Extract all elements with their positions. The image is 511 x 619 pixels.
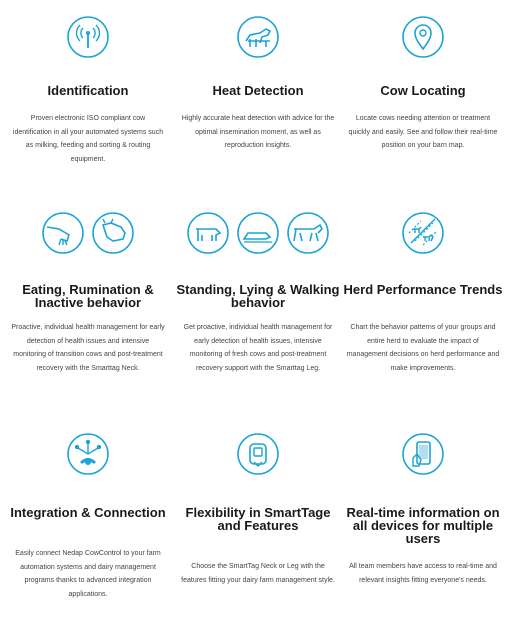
smartphone-hand-icon [401,432,445,476]
integration-network-icon [66,432,110,476]
feature-title: Real-time information on all devices for… [346,505,500,546]
feature-description: Highly accurate heat detection with advi… [181,115,335,149]
feature-title: Identification [47,83,129,98]
feature-title: Flexibility in SmartTage and Features [185,505,331,533]
smarttag-device-icon [236,432,280,476]
feature-title: Cow Locating [380,83,466,98]
feature-description: Proactive, individual health management … [11,324,165,372]
cow-eating-icon [41,211,85,255]
feature-description: Locate cows needing attention or treatme… [348,115,498,149]
feature-title: Herd Performance Trends [343,282,503,297]
cow-walking-icon [286,211,330,255]
feature-title: Standing, Lying & Walking behavior [176,282,340,310]
feature-title: Integration & Connection [10,505,166,520]
herd-trend-icon [401,211,445,255]
feature-description: Proven electronic ISO compliant cow iden… [12,115,164,163]
feature-description: Choose the SmartTag Neck or Leg with the… [181,563,335,584]
feature-title: Heat Detection [212,83,304,98]
rfid-signal-icon [66,15,110,59]
cow-standing-icon [186,211,230,255]
cows-mounting-icon [236,15,280,59]
feature-description: Chart the behavior patterns of your grou… [346,324,500,372]
location-pin-icon [401,15,445,59]
cow-ruminating-icon [91,211,135,255]
feature-description: All team members have access to real-tim… [349,563,497,584]
feature-description: Easily connect Nedap CowControl to your … [15,550,161,598]
feature-description: Get proactive, individual health managem… [183,324,333,372]
feature-title: Eating, Rumination & Inactive behavior [22,282,154,310]
cow-lying-icon [236,211,280,255]
